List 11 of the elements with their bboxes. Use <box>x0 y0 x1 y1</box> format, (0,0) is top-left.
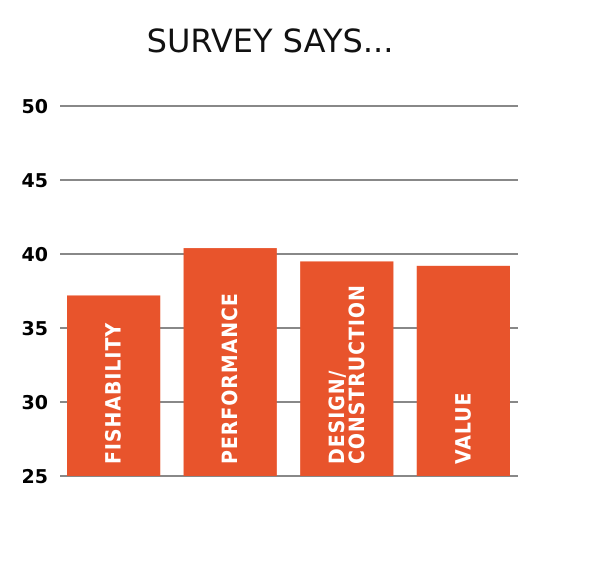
x-tick-label: DESIGN/CONSTRUCTION <box>324 284 369 464</box>
y-tick-label: 30 <box>22 392 48 414</box>
y-tick-label: 35 <box>22 318 48 340</box>
y-tick-label: 50 <box>22 96 48 118</box>
x-tick-label: FISHABILITY <box>102 322 126 464</box>
y-tick-label: 25 <box>22 466 48 488</box>
chart-title: SURVEY SAYS... <box>146 22 394 60</box>
x-tick-label: PERFORMANCE <box>218 292 242 464</box>
y-tick-label: 45 <box>22 170 48 192</box>
x-tick-label: VALUE <box>451 392 476 464</box>
y-tick-label: 40 <box>22 244 48 266</box>
